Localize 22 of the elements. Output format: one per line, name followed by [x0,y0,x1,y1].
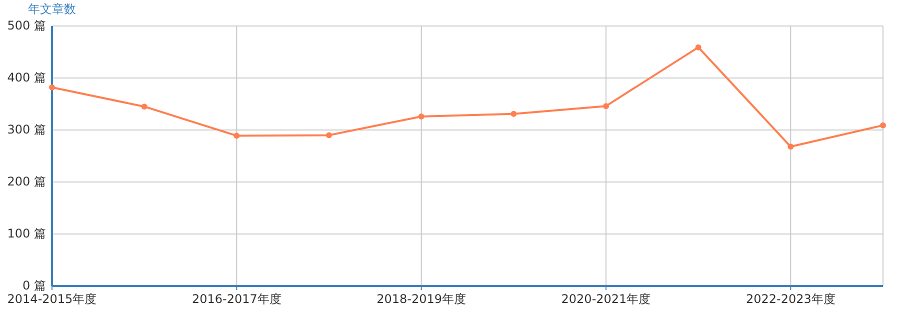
y-tick-label: 200 篇 [7,174,46,188]
point [880,122,886,128]
x-tick-label: 2016-2017年度 [192,292,282,306]
point [418,113,424,120]
point [603,103,609,110]
point [234,132,240,139]
point [141,104,148,110]
y-tick-label: 100 篇 [7,226,46,240]
x-tick-label: 2020-2021年度 [561,292,651,306]
point [49,84,55,90]
y-tick-label: 500 篇 [7,18,46,32]
point [326,132,332,138]
y-tick-label: 0 篇 [22,278,46,292]
point [695,44,702,50]
x-tick-label: 2022-2023年度 [746,292,836,306]
y-tick-label: 300 篇 [7,122,46,136]
x-tick-label: 2018-2019年度 [376,292,466,306]
point [788,144,794,150]
y-axis-title: 年文章数 [28,2,76,16]
x-tick-label: 2014-2015年度 [7,292,97,306]
y-tick-label: 400 篇 [7,70,46,84]
point [510,110,517,117]
